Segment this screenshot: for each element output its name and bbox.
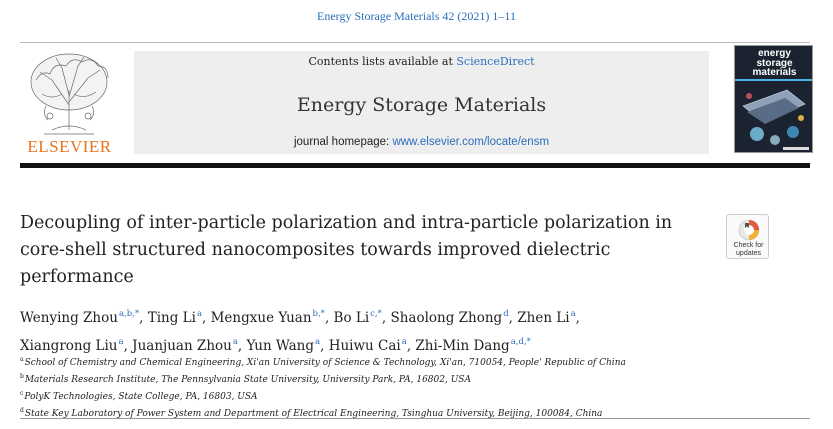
badge-line: updates xyxy=(736,249,761,257)
author[interactable]: Mengxue Yuanb,* xyxy=(210,309,325,326)
affiliation: aSchool of Chemistry and Chemical Engine… xyxy=(20,353,810,370)
affiliation: bMaterials Research Institute, The Penns… xyxy=(20,370,810,387)
affiliation: cPolyK Technologies, State College, PA, … xyxy=(20,387,810,404)
homepage-line: journal homepage: www.elsevier.com/locat… xyxy=(134,136,709,148)
author[interactable]: Shaolong Zhongd xyxy=(390,309,509,326)
header-thick-divider xyxy=(20,163,810,168)
affiliation-key: b xyxy=(20,373,24,380)
author-affiliation-marker[interactable]: a xyxy=(196,309,203,319)
homepage-link[interactable]: www.elsevier.com/locate/ensm xyxy=(392,136,550,148)
journal-title: Energy Storage Materials xyxy=(296,94,547,116)
contents-line: Contents lists available at ScienceDirec… xyxy=(134,55,709,68)
check-for-updates-icon xyxy=(738,219,760,241)
elsevier-logo[interactable]: ELSEVIER xyxy=(22,50,117,156)
cover-title-line: storage xyxy=(756,57,793,69)
sciencedirect-link[interactable]: ScienceDirect xyxy=(456,55,535,68)
article-title-line: core-shell structured nanocomposites tow… xyxy=(20,240,611,260)
affiliation-key: c xyxy=(20,390,24,397)
author-affiliation-marker[interactable]: a xyxy=(570,309,576,319)
cover-artwork xyxy=(735,79,812,150)
author[interactable]: Huiwu Caia xyxy=(328,337,407,354)
elsevier-tree-icon xyxy=(30,53,109,135)
journal-banner: Contents lists available at ScienceDirec… xyxy=(134,51,709,154)
author-affiliation-marker[interactable]: a xyxy=(118,337,124,347)
affiliation-text: School of Chemistry and Chemical Enginee… xyxy=(24,358,626,368)
header-divider xyxy=(20,42,810,43)
author-affiliation-marker[interactable]: b,* xyxy=(312,309,325,319)
author-name: Mengxue Yuan xyxy=(210,310,312,326)
author-affiliation-marker[interactable]: d xyxy=(503,309,509,319)
author[interactable]: Yun Wanga xyxy=(246,337,321,354)
cover-title: energy storage materials xyxy=(737,49,812,78)
badge-line: Check for xyxy=(733,242,764,249)
author[interactable]: Ting Lia xyxy=(147,309,203,326)
affiliation-text: PolyK Technologies, State College, PA, 1… xyxy=(24,392,258,402)
badge-text: Check for updates xyxy=(727,242,770,257)
author-name: Xiangrong Liu xyxy=(20,338,118,354)
author-name: Juanjuan Zhou xyxy=(132,338,232,354)
author-affiliation-marker[interactable]: a xyxy=(315,337,321,347)
affiliation-list: aSchool of Chemistry and Chemical Engine… xyxy=(20,353,810,421)
author[interactable]: Xiangrong Liua xyxy=(20,337,124,354)
author[interactable]: Zhen Lia xyxy=(517,309,576,326)
homepage-prefix: journal homepage: xyxy=(293,136,393,148)
contents-prefix: Contents lists available at xyxy=(308,55,457,68)
author-name: Zhen Li xyxy=(517,310,570,326)
author-affiliation-marker[interactable]: a xyxy=(401,337,407,347)
cover-title-line: energy xyxy=(758,48,791,59)
affiliation: dState Key Laboratory of Power System an… xyxy=(20,404,810,421)
author-name: Shaolong Zhong xyxy=(390,310,503,326)
author-affiliation-marker[interactable]: c,* xyxy=(370,309,382,319)
journal-citation[interactable]: Energy Storage Materials 42 (2021) 1–11 xyxy=(317,9,516,23)
cover-title-line: materials xyxy=(752,67,797,78)
author-list: Wenying Zhoua,b,*, Ting Lia, Mengxue Yua… xyxy=(20,309,580,354)
author-affiliation-marker[interactable]: a,b,* xyxy=(118,309,140,319)
check-for-updates-badge[interactable]: Check for updates xyxy=(726,214,769,259)
author-name: Ting Li xyxy=(147,310,196,326)
author-affiliation-marker[interactable]: a,d,* xyxy=(510,337,531,347)
elsevier-wordmark: ELSEVIER xyxy=(27,137,112,156)
author-name: Zhi-Min Dang xyxy=(415,338,510,354)
author[interactable]: Bo Lic,* xyxy=(333,309,382,326)
article-title-line: performance xyxy=(20,267,134,287)
article-title: Decoupling of inter-particle polarizatio… xyxy=(20,210,710,291)
author-name: Bo Li xyxy=(333,310,370,326)
author-name: Yun Wang xyxy=(246,338,315,354)
author[interactable]: Zhi-Min Danga,d,* xyxy=(415,337,531,354)
affiliation-text: Materials Research Institute, The Pennsy… xyxy=(24,375,471,385)
footer-divider xyxy=(20,418,810,419)
author[interactable]: Wenying Zhoua,b,* xyxy=(20,309,140,326)
author[interactable]: Juanjuan Zhoua xyxy=(132,337,238,354)
article-title-line: Decoupling of inter-particle polarizatio… xyxy=(20,213,673,233)
journal-cover[interactable]: energy storage materials xyxy=(734,45,813,153)
affiliation-text: State Key Laboratory of Power System and… xyxy=(24,409,603,419)
affiliation-key: d xyxy=(20,407,24,414)
author-affiliation-marker[interactable]: a xyxy=(232,337,238,347)
author-name: Huiwu Cai xyxy=(328,338,401,354)
author-name: Wenying Zhou xyxy=(20,310,118,326)
affiliation-key: a xyxy=(20,356,24,363)
